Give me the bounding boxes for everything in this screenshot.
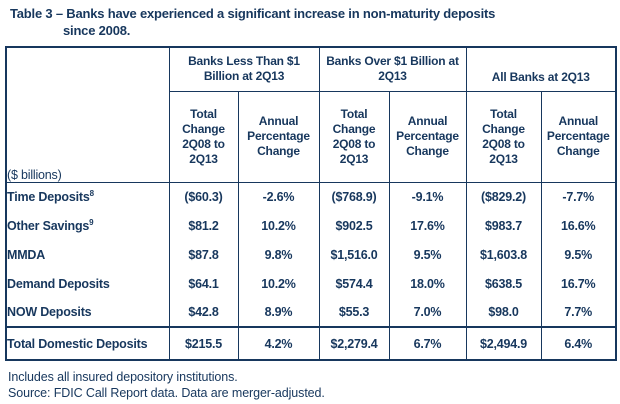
cell-value: 9.8%	[237, 240, 320, 269]
cell-value: $2,494.9	[465, 326, 542, 360]
table-row-now-deposits: NOW Deposits $42.8 8.9% $55.3 7.0% $98.0…	[5, 298, 617, 327]
cell-value: 6.4%	[540, 326, 617, 360]
cell-value: $1,516.0	[318, 240, 390, 269]
cell-value: ($768.9)	[318, 182, 390, 211]
cell-value: $55.3	[318, 298, 390, 327]
cell-value: -2.6%	[237, 182, 320, 211]
table-title-line2: since 2008.	[63, 23, 131, 38]
row-label: Other Savings9	[5, 211, 170, 240]
deposits-table: ($ billions) Banks Less Than $1 Billion …	[5, 46, 618, 361]
cell-value: -9.1%	[388, 182, 467, 211]
cell-value: $902.5	[318, 211, 390, 240]
cell-value: 6.7%	[388, 326, 467, 360]
cell-value: 7.0%	[388, 298, 467, 327]
cell-value: $638.5	[465, 269, 542, 298]
table-row-other-savings: Other Savings9 $81.2 10.2% $902.5 17.6% …	[5, 211, 617, 240]
cell-value: 9.5%	[540, 240, 617, 269]
subheader-annual-pct-group1: Annual Percentage Change	[237, 91, 320, 183]
footnote-marker: 9	[89, 217, 94, 227]
row-label: NOW Deposits	[5, 298, 170, 327]
row-label-text: NOW Deposits	[7, 305, 92, 319]
footnote-includes: Includes all insured depository institut…	[8, 370, 238, 384]
group-header-banks-less-than-1b: Banks Less Than $1 Billion at 2Q13	[168, 47, 320, 92]
subheader-total-change-group2: Total Change 2Q08 to 2Q13	[318, 91, 390, 183]
cell-value: $1,603.8	[465, 240, 542, 269]
subheader-annual-pct-group3: Annual Percentage Change	[540, 91, 617, 183]
row-label: Total Domestic Deposits	[5, 326, 170, 360]
subheader-row: Total Change 2Q08 to 2Q13 Annual Percent…	[6, 91, 617, 183]
cell-value: 16.6%	[540, 211, 617, 240]
table-row-time-deposits: Time Deposits8 ($60.3) -2.6% ($768.9) -9…	[5, 182, 617, 211]
cell-value: $215.5	[168, 326, 239, 360]
cell-value: $98.0	[465, 298, 542, 327]
unit-label-cell: ($ billions)	[5, 47, 170, 183]
table-row-demand-deposits: Demand Deposits $64.1 10.2% $574.4 18.0%…	[5, 269, 617, 298]
row-label-text: Demand Deposits	[7, 276, 110, 291]
cell-value: 10.2%	[237, 211, 320, 240]
table-title: Table 3 – Banks have experienced a signi…	[10, 5, 610, 39]
cell-value: 7.7%	[540, 298, 617, 327]
row-label: Time Deposits8	[5, 182, 170, 211]
row-label-text: MMDA	[7, 247, 46, 262]
subheader-total-change-group1: Total Change 2Q08 to 2Q13	[168, 91, 239, 183]
cell-value: $2,279.4	[318, 326, 390, 360]
group-header-banks-over-1b: Banks Over $1 Billion at 2Q13	[318, 47, 467, 92]
cell-value: $574.4	[318, 269, 390, 298]
row-label-text: Time Deposits	[7, 189, 90, 204]
cell-value: 9.5%	[388, 240, 467, 269]
cell-value: $64.1	[168, 269, 239, 298]
cell-value: ($829.2)	[465, 182, 542, 211]
group-header-row: ($ billions) Banks Less Than $1 Billion …	[5, 47, 617, 183]
table-row-total-domestic-deposits: Total Domestic Deposits $215.5 4.2% $2,2…	[5, 326, 617, 360]
table-title-line1: Table 3 – Banks have experienced a signi…	[10, 6, 496, 21]
row-label: Demand Deposits	[5, 269, 170, 298]
cell-value: 8.9%	[237, 298, 320, 327]
cell-value: 17.6%	[388, 211, 467, 240]
cell-value: 16.7%	[540, 269, 617, 298]
cell-value: $42.8	[168, 298, 239, 327]
cell-value: 10.2%	[237, 269, 320, 298]
subheader-total-change-group3: Total Change 2Q08 to 2Q13	[465, 91, 542, 183]
cell-value: ($60.3)	[168, 182, 239, 211]
footnote-marker: 8	[89, 188, 95, 198]
group-header-all-banks: All Banks at 2Q13	[465, 47, 617, 92]
row-label-text: Other Savings	[7, 218, 90, 233]
cell-value: 4.2%	[237, 326, 320, 360]
cell-value: -7.7%	[540, 182, 617, 211]
table-row-mmda: MMDA $87.8 9.8% $1,516.0 9.5% $1,603.8 9…	[5, 240, 617, 269]
footnote-source: Source: FDIC Call Report data. Data are …	[8, 386, 325, 400]
footnotes: Includes all insured depository institut…	[8, 369, 325, 401]
cell-value: $87.8	[168, 240, 239, 269]
cell-value: $81.2	[168, 211, 239, 240]
row-label: MMDA	[5, 240, 170, 269]
cell-value: $983.7	[465, 211, 542, 240]
subheader-annual-pct-group2: Annual Percentage Change	[388, 91, 467, 183]
cell-value: 18.0%	[388, 269, 467, 298]
